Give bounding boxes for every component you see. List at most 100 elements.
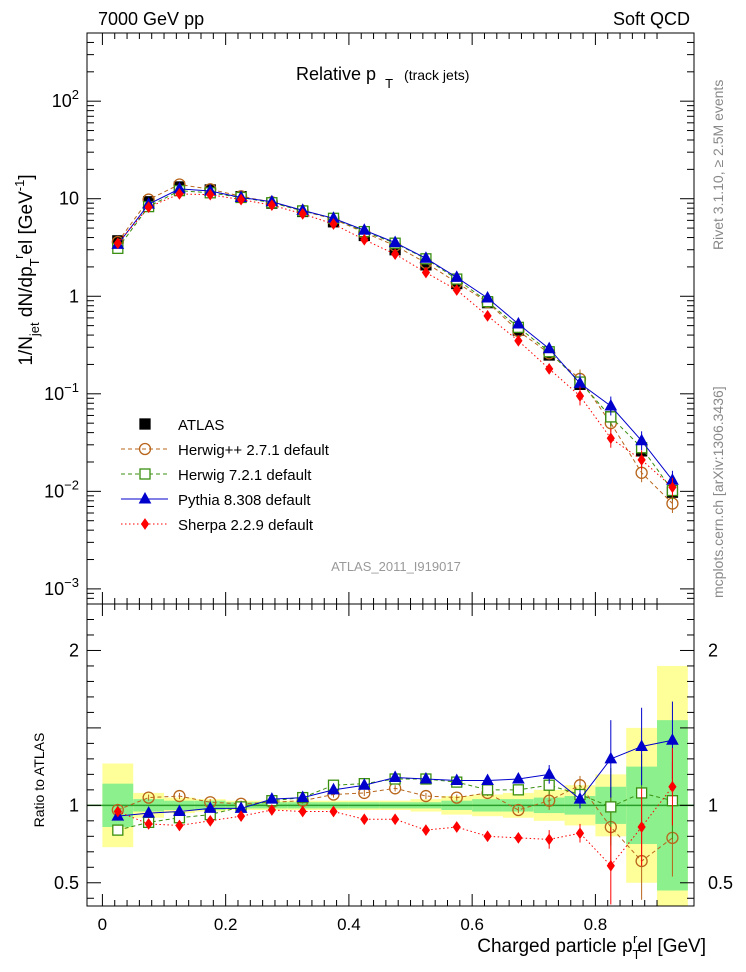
ratio-point-pythia bbox=[296, 790, 310, 803]
ratio-point-sherpa bbox=[545, 833, 554, 846]
ratio-point-herwig7 bbox=[112, 824, 124, 836]
y-tick-exponent: −1 bbox=[64, 380, 79, 395]
legend: ATLAS Herwig++ 2.7.1 default Herwig 7.2.1 … bbox=[121, 417, 330, 534]
y-axis-label: 1/Njet dN/dpTrel [GeV-1] bbox=[11, 174, 42, 365]
y-tick-label: 10−1 bbox=[44, 380, 79, 404]
ratio-point-herwigpp bbox=[419, 789, 433, 803]
point-pythia bbox=[635, 433, 648, 446]
y-tick-label: 10−3 bbox=[44, 575, 79, 599]
ratio-point-sherpa bbox=[267, 804, 276, 816]
point-sherpa bbox=[637, 454, 646, 466]
ylabel-part-2: jet bbox=[27, 322, 42, 337]
ratio-point-herwigpp bbox=[450, 791, 463, 804]
legend-marker-sherpa bbox=[140, 518, 150, 530]
ratio-point-sherpa bbox=[606, 859, 615, 872]
ratio-point-sherpa bbox=[236, 810, 246, 823]
plot-title: Relative p T (track jets) bbox=[296, 64, 469, 92]
point-pythia bbox=[388, 235, 402, 248]
legend-label-herwigpp: Herwig++ 2.7.1 default bbox=[178, 442, 330, 459]
ratio-point-herwig7 bbox=[481, 784, 494, 796]
ratio-point-sherpa bbox=[637, 821, 646, 833]
ratio-point-sherpa bbox=[329, 805, 338, 818]
point-sherpa bbox=[452, 284, 461, 296]
plot-title-main: Relative p bbox=[296, 64, 376, 84]
ylabel-part-1: 1/N bbox=[16, 336, 37, 366]
legend-marker-atlas bbox=[139, 418, 151, 430]
ratio-series-pythia bbox=[111, 701, 679, 821]
point-pythia bbox=[542, 341, 556, 354]
x-tick-label: 0 bbox=[98, 915, 107, 934]
x-tick-label: 0.4 bbox=[337, 915, 361, 934]
xlabel-part-1: Charged particle p bbox=[477, 936, 632, 957]
point-sherpa bbox=[329, 218, 338, 230]
point-sherpa bbox=[391, 248, 400, 261]
ratio-y-tick-label-right: 1 bbox=[708, 795, 718, 815]
ratio-y-tick-label: 0.5 bbox=[54, 873, 79, 893]
y-tick-label: 10 bbox=[59, 189, 79, 209]
series-line-pythia bbox=[117, 188, 673, 481]
ratio-point-sherpa bbox=[668, 780, 677, 793]
x-tick-label: 0.2 bbox=[214, 915, 238, 934]
ratio-point-herwigpp bbox=[142, 791, 155, 804]
xlabel-part-4: el [GeV] bbox=[637, 936, 706, 957]
ratio-point-pythia bbox=[542, 767, 556, 779]
point-pythia bbox=[481, 290, 494, 303]
legend-marker-herwigpp bbox=[138, 442, 152, 456]
ratio-point-herwig7 bbox=[512, 784, 525, 796]
header-right: Soft QCD bbox=[613, 9, 690, 29]
ratio-point-sherpa bbox=[575, 827, 585, 840]
ratio-y-tick-label-right: 2 bbox=[708, 640, 718, 660]
watermark: ATLAS_2011_I919017 bbox=[331, 559, 461, 574]
point-pythia bbox=[604, 398, 618, 411]
ratio-point-sherpa bbox=[144, 818, 153, 830]
ratio-point-pythia bbox=[635, 739, 648, 751]
point-sherpa bbox=[606, 432, 615, 445]
ratio-point-sherpa bbox=[421, 824, 431, 836]
ratio-point-herwigpp bbox=[543, 794, 556, 807]
point-sherpa bbox=[267, 199, 276, 211]
ratio-point-sherpa bbox=[298, 805, 307, 818]
point-sherpa bbox=[175, 188, 184, 200]
ratio-point-herwig7 bbox=[605, 801, 617, 813]
legend-label-sherpa: Sherpa 2.2.9 default bbox=[178, 517, 314, 534]
ratio-point-pythia bbox=[512, 771, 525, 784]
legend-marker-pythia bbox=[138, 491, 152, 504]
point-sherpa bbox=[483, 309, 492, 322]
ratio-point-pythia bbox=[327, 782, 340, 795]
ylabel-part-8: ] bbox=[16, 174, 37, 179]
ratio-y-tick-label-right: 0.5 bbox=[708, 873, 733, 893]
series-herwigpp bbox=[111, 178, 679, 513]
ratio-point-sherpa bbox=[452, 821, 461, 833]
x-axis-label: Charged particle pTrel [GeV] bbox=[477, 931, 706, 962]
ratio-point-pythia bbox=[604, 751, 618, 764]
point-sherpa bbox=[144, 201, 153, 214]
ratio-point-pythia bbox=[450, 773, 464, 786]
y-tick-exponent: −3 bbox=[64, 575, 79, 590]
ylabel-part-4: T bbox=[27, 258, 42, 266]
ratio-point-pythia bbox=[142, 806, 155, 818]
ylabel-part-5: r bbox=[11, 254, 26, 259]
y-tick-exponent: 2 bbox=[72, 87, 79, 102]
ratio-point-herwigpp bbox=[512, 803, 525, 817]
ratio-point-pythia bbox=[666, 733, 679, 745]
legend-label-atlas: ATLAS bbox=[178, 417, 224, 434]
point-pythia bbox=[419, 251, 433, 263]
y-tick-base: 10 bbox=[44, 579, 64, 599]
ratio-point-pythia bbox=[357, 778, 371, 790]
point-sherpa bbox=[545, 363, 554, 375]
point-sherpa bbox=[113, 237, 122, 250]
ratio-point-pythia bbox=[573, 792, 587, 804]
y-tick-base: 10 bbox=[44, 384, 64, 404]
ratio-plot: 0 0.2 0.4 0.6 0.8 0.5 0.5 1 1 2 2 bbox=[54, 603, 733, 934]
header-left: 7000 GeV pp bbox=[98, 9, 204, 29]
point-sherpa bbox=[298, 207, 307, 220]
point-sherpa bbox=[575, 390, 585, 402]
y-tick-label: 102 bbox=[52, 87, 79, 111]
xlabel-part-2: T bbox=[633, 947, 641, 962]
point-sherpa bbox=[360, 233, 369, 246]
legend-marker-herwig7 bbox=[139, 468, 151, 480]
ratio-point-sherpa bbox=[175, 819, 184, 832]
y-tick-base: 10 bbox=[44, 481, 64, 501]
